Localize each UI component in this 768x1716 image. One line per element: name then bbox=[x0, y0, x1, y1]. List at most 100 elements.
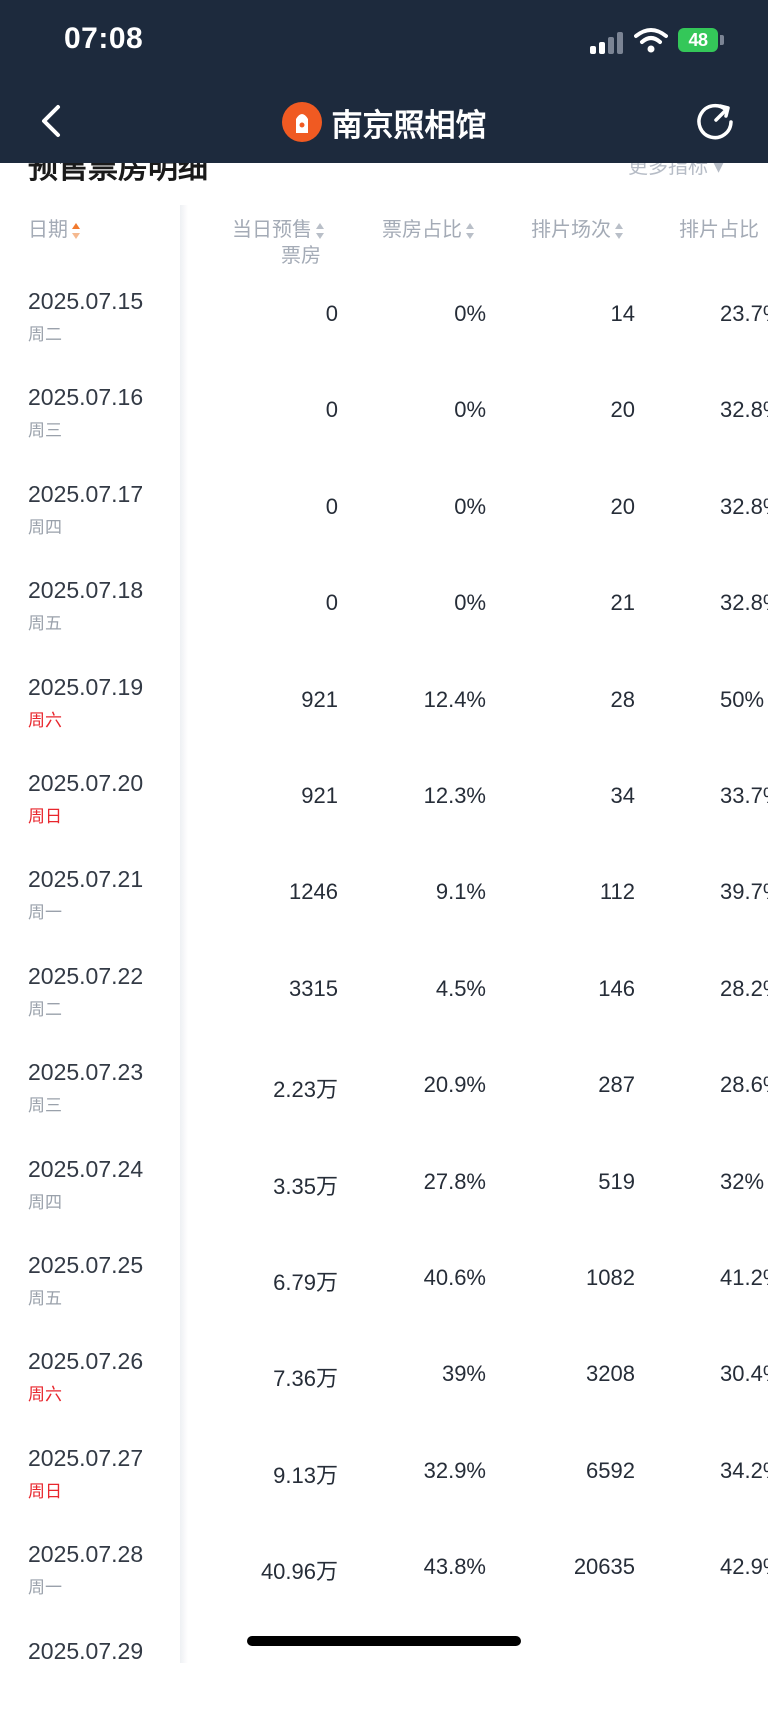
header-session-share[interactable]: 排片占比 bbox=[679, 217, 759, 243]
table-row[interactable]: 2025.07.28 周一 40.96万 43.8% 20635 42.9% bbox=[0, 1523, 768, 1619]
header-presale-label-1: 当日预售 bbox=[232, 219, 312, 241]
row-date: 2025.07.24 bbox=[28, 1155, 144, 1182]
sort-icon bbox=[615, 221, 625, 241]
row-share: 43.8% bbox=[423, 1554, 486, 1580]
header-date-label: 日期 bbox=[28, 219, 68, 241]
row-weekday: 周四 bbox=[28, 1192, 62, 1212]
row-session-share: 50% bbox=[720, 686, 765, 712]
row-presale: 3315 bbox=[289, 975, 338, 1001]
row-date: 2025.07.20 bbox=[28, 770, 144, 796]
back-arrow-icon[interactable] bbox=[38, 103, 66, 139]
table-row[interactable]: 2025.07.17 周四 0 0% 20 32.8% bbox=[0, 463, 768, 559]
row-date: 2025.07.25 bbox=[28, 1252, 144, 1278]
battery-tip bbox=[720, 35, 724, 45]
table-row[interactable]: 2025.07.23 周三 2.23万 20.9% 287 28.6% bbox=[0, 1041, 768, 1137]
header-sessions-label: 排片场次 bbox=[531, 219, 611, 241]
row-session-share: 41.2% bbox=[720, 1265, 768, 1290]
table-row[interactable]: 2025.07.22 周二 3315 4.5% 146 28.2% bbox=[0, 945, 768, 1041]
row-session-share: 32.8% bbox=[720, 397, 768, 423]
row-date: 2025.07.29 bbox=[28, 1637, 144, 1664]
header-presale-label-2: 票房 bbox=[281, 245, 321, 267]
table-row[interactable]: 2025.07.25 周五 6.79万 40.6% 1082 41.2% bbox=[0, 1234, 768, 1330]
row-session-share: 23.7% bbox=[720, 301, 768, 326]
row-weekday: 周二 bbox=[28, 325, 62, 344]
table-row[interactable]: 2025.07.20 周日 921 12.3% 34 33.7% bbox=[0, 752, 768, 848]
row-share: 12.4% bbox=[423, 686, 486, 712]
row-sessions: 28 bbox=[610, 686, 635, 712]
row-date: 2025.07.28 bbox=[28, 1541, 144, 1568]
row-share: 0% bbox=[454, 493, 486, 519]
cellular-signal-icon bbox=[590, 30, 626, 54]
row-share: 9.1% bbox=[435, 879, 486, 905]
row-sessions: 20635 bbox=[573, 1554, 635, 1580]
table-row[interactable]: 2025.07.27 周日 9.13万 32.9% 6592 34.2% bbox=[0, 1427, 768, 1523]
row-presale: 2.23万 bbox=[273, 1077, 338, 1103]
header-title-group: 南京照相馆 bbox=[0, 100, 768, 144]
row-date: 2025.07.19 bbox=[28, 673, 144, 700]
row-sessions: 14 bbox=[610, 301, 635, 326]
row-presale: 921 bbox=[301, 783, 338, 808]
sort-icon bbox=[72, 221, 82, 241]
row-date: 2025.07.17 bbox=[28, 480, 144, 507]
row-weekday: 周四 bbox=[28, 517, 62, 537]
share-icon[interactable] bbox=[696, 102, 736, 142]
row-weekday: 周六 bbox=[28, 1385, 62, 1405]
table-row[interactable]: 2025.07.29 bbox=[0, 1620, 768, 1716]
row-presale: 0 bbox=[325, 493, 338, 519]
row-session-share: 30.4% bbox=[720, 1361, 768, 1387]
row-session-share: 32.8% bbox=[720, 590, 768, 616]
row-share: 0% bbox=[454, 301, 486, 326]
row-presale: 9.13万 bbox=[273, 1462, 338, 1488]
row-weekday: 周一 bbox=[28, 1578, 62, 1598]
row-presale: 6.79万 bbox=[273, 1270, 338, 1295]
row-presale: 40.96万 bbox=[260, 1559, 338, 1585]
row-sessions: 34 bbox=[610, 783, 635, 808]
row-session-share: 28.6% bbox=[720, 1072, 768, 1098]
row-date: 2025.07.27 bbox=[28, 1444, 144, 1471]
row-sessions: 6592 bbox=[586, 1457, 635, 1483]
table-row[interactable]: 2025.07.24 周四 3.35万 27.8% 519 32% bbox=[0, 1138, 768, 1234]
row-share: 40.6% bbox=[423, 1265, 486, 1290]
header-share-label: 票房占比 bbox=[382, 219, 462, 241]
header-date[interactable]: 日期 bbox=[28, 217, 82, 243]
row-session-share: 42.9% bbox=[720, 1554, 768, 1580]
row-date: 2025.07.15 bbox=[28, 288, 144, 314]
row-sessions: 20 bbox=[610, 493, 635, 519]
row-share: 12.3% bbox=[423, 783, 486, 808]
row-session-share: 32.8% bbox=[720, 493, 768, 519]
row-weekday: 周三 bbox=[28, 421, 62, 441]
row-weekday: 周六 bbox=[28, 710, 62, 730]
sort-icon bbox=[466, 221, 476, 241]
row-session-share: 33.7% bbox=[720, 783, 768, 808]
row-share: 20.9% bbox=[423, 1072, 486, 1098]
row-session-share: 32% bbox=[720, 1168, 765, 1194]
row-weekday: 周五 bbox=[28, 614, 62, 634]
table-row[interactable]: 2025.07.18 周五 0 0% 21 32.8% bbox=[0, 559, 768, 655]
row-session-share: 39.7% bbox=[720, 879, 768, 905]
row-weekday: 周二 bbox=[28, 999, 62, 1019]
sort-icon bbox=[316, 221, 326, 241]
table-row[interactable]: 2025.07.26 周六 7.36万 39% 3208 30.4% bbox=[0, 1330, 768, 1426]
row-sessions: 20 bbox=[610, 397, 635, 423]
row-share: 39% bbox=[441, 1361, 486, 1387]
status-time: 07:08 bbox=[64, 22, 144, 55]
row-session-share: 28.2% bbox=[720, 975, 768, 1001]
table-row[interactable]: 2025.07.15 周二 0 0% 14 23.7% bbox=[0, 270, 768, 366]
header-sessions[interactable]: 排片场次 bbox=[531, 217, 625, 243]
row-share: 0% bbox=[454, 590, 486, 616]
row-weekday: 周三 bbox=[28, 1096, 62, 1116]
table-row[interactable]: 2025.07.19 周六 921 12.4% 28 50% bbox=[0, 656, 768, 752]
row-weekday: 周一 bbox=[28, 903, 62, 923]
row-sessions: 1082 bbox=[586, 1265, 635, 1290]
row-weekday: 周日 bbox=[28, 1481, 62, 1501]
header-presale[interactable]: 当日预售 票房 bbox=[232, 217, 326, 269]
row-sessions: 112 bbox=[599, 879, 635, 905]
table-row[interactable]: 2025.07.21 周一 1246 9.1% 112 39.7% bbox=[0, 848, 768, 944]
row-share: 0% bbox=[454, 397, 486, 423]
row-presale: 921 bbox=[301, 686, 338, 712]
table-row[interactable]: 2025.07.16 周三 0 0% 20 32.8% bbox=[0, 366, 768, 462]
row-date: 2025.07.26 bbox=[28, 1348, 144, 1375]
row-sessions: 21 bbox=[610, 590, 635, 616]
header-share[interactable]: 票房占比 bbox=[382, 217, 476, 243]
row-sessions: 519 bbox=[598, 1168, 635, 1194]
